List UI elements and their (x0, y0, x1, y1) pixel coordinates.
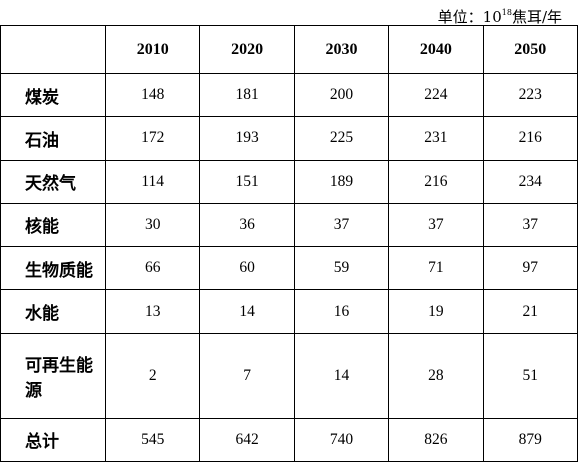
row-label: 石油 (0, 116, 106, 161)
table-header-row: 2010 2020 2030 2040 2050 (0, 25, 578, 74)
row-label: 生物质能 (0, 246, 106, 291)
row-label: 煤炭 (0, 72, 106, 118)
table-row: 生物质能 66 60 59 71 97 (0, 246, 578, 291)
energy-table: 2010 2020 2030 2040 2050 煤炭 148 181 200 … (0, 25, 578, 462)
column-header: 2050 (482, 25, 578, 74)
table-cell: 13 (104, 289, 201, 334)
table-cell: 148 (104, 72, 201, 118)
table-cell: 172 (104, 116, 201, 161)
unit-note: 单位：1018焦耳/年 (438, 4, 562, 26)
table-row: 可再生能源 2 7 14 28 51 (0, 332, 578, 419)
table-cell: 223 (482, 72, 578, 118)
row-label: 水能 (0, 289, 106, 334)
table-cell: 879 (482, 417, 578, 462)
table-cell: 216 (482, 116, 578, 161)
table-cell: 114 (104, 159, 201, 204)
table-row-total: 总计 545 642 740 826 879 (0, 417, 578, 462)
table-cell: 37 (388, 202, 484, 248)
table-cell: 30 (104, 202, 201, 248)
table-row: 煤炭 148 181 200 224 223 (0, 72, 578, 118)
table-cell: 642 (199, 417, 295, 462)
table-cell: 14 (293, 332, 390, 419)
row-label: 总计 (0, 417, 106, 462)
unit-prefix: 单位：10 (437, 8, 502, 26)
table-cell: 225 (293, 116, 390, 161)
unit-suffix: 焦耳/年 (511, 8, 562, 26)
table-cell: 189 (293, 159, 390, 204)
table-cell: 231 (388, 116, 484, 161)
table-cell: 151 (199, 159, 295, 204)
column-header: 2020 (199, 25, 295, 74)
table-cell: 200 (293, 72, 390, 118)
table-cell: 224 (388, 72, 484, 118)
row-label: 可再生能源 (0, 332, 106, 419)
table-cell: 37 (293, 202, 390, 248)
table-cell: 216 (388, 159, 484, 204)
table-cell: 37 (482, 202, 578, 248)
table-cell: 193 (199, 116, 295, 161)
table-cell: 16 (293, 289, 390, 334)
table-cell: 21 (482, 289, 578, 334)
table-cell: 2 (104, 332, 201, 419)
table-cell: 36 (199, 202, 295, 248)
table-cell: 66 (104, 246, 201, 291)
table-cell: 740 (293, 417, 390, 462)
corner-cell (0, 25, 106, 74)
table-cell: 7 (199, 332, 295, 419)
table-cell: 545 (104, 417, 201, 462)
table-row: 天然气 114 151 189 216 234 (0, 159, 578, 204)
table-cell: 60 (199, 246, 295, 291)
table-cell: 181 (199, 72, 295, 118)
table-cell: 234 (482, 159, 578, 204)
table-cell: 51 (482, 332, 578, 419)
table-cell: 826 (388, 417, 484, 462)
table-cell: 71 (388, 246, 484, 291)
row-label: 核能 (0, 202, 106, 248)
table-cell: 19 (388, 289, 484, 334)
column-header: 2010 (104, 25, 201, 74)
table-row: 核能 30 36 37 37 37 (0, 202, 578, 248)
column-header: 2040 (388, 25, 484, 74)
unit-exponent: 18 (501, 8, 512, 17)
table-row: 水能 13 14 16 19 21 (0, 289, 578, 334)
table-cell: 59 (293, 246, 390, 291)
row-label: 天然气 (0, 159, 106, 204)
table-cell: 28 (388, 332, 484, 419)
table-row: 石油 172 193 225 231 216 (0, 116, 578, 161)
table-cell: 14 (199, 289, 295, 334)
column-header: 2030 (293, 25, 390, 74)
table-cell: 97 (482, 246, 578, 291)
